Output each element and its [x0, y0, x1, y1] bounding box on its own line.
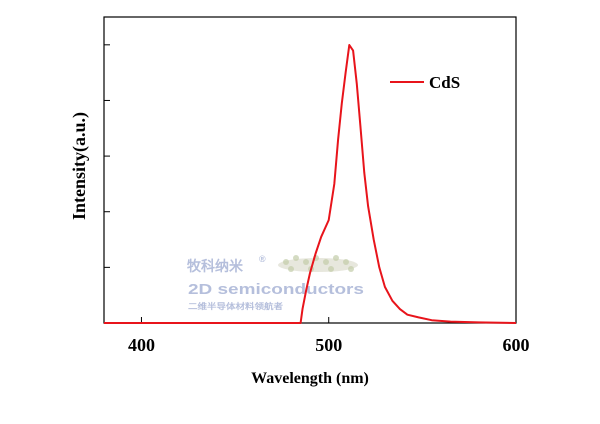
watermark-brand-cn: 牧科纳米	[187, 258, 244, 274]
plot-frame	[103, 16, 517, 324]
legend-label-cds: CdS	[429, 73, 460, 92]
watermark-registered: ®	[259, 254, 266, 264]
watermark-brand-en: 2D semiconductors	[188, 281, 364, 298]
legend: CdS	[390, 73, 460, 92]
watermark-crystal-icon	[278, 255, 358, 272]
x-tick-label: 400	[128, 335, 155, 355]
watermark-tagline-cn: 二维半导体材料领航者	[188, 301, 283, 311]
x-axis-label: Wavelength (nm)	[251, 370, 369, 387]
series-line-cds	[104, 44, 517, 324]
y-ticks	[104, 44, 110, 268]
y-axis-label: Intensity(a.u.)	[69, 112, 90, 220]
x-tick-label: 500	[315, 335, 342, 355]
watermark: 牧科纳米 ® 2D semiconductors 二维半导体材料领航者	[187, 254, 364, 311]
x-tick-label: 600	[503, 335, 530, 355]
x-tick-labels: 400 500 600	[128, 335, 530, 355]
